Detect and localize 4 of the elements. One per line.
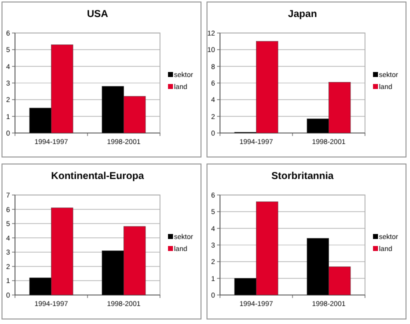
chart-title: Japan bbox=[288, 9, 317, 20]
chart-title: Storbritannia bbox=[271, 171, 334, 182]
chart-title: USA bbox=[86, 9, 108, 20]
chart-title: Kontinental-Europa bbox=[51, 171, 144, 182]
